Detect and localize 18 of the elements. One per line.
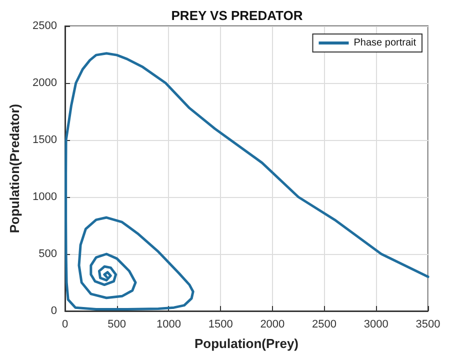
x-tick-label: 2000 [260, 318, 285, 330]
chart-title: PREY VS PREDATOR [171, 8, 304, 23]
y-axis-title: Population(Predator) [7, 104, 22, 234]
x-tick-label: 1500 [208, 318, 233, 330]
y-tick-label: 0 [50, 305, 57, 317]
x-tick-label: 3500 [416, 318, 440, 330]
x-tick-label: 1000 [156, 318, 181, 330]
x-tick-label: 500 [108, 318, 126, 330]
legend-label: Phase portrait [354, 38, 416, 48]
y-tick-label: 500 [38, 248, 57, 260]
y-tick-label: 2000 [32, 77, 57, 89]
y-tick-label: 1500 [32, 134, 57, 146]
y-tick-label: 2500 [32, 20, 57, 32]
x-axis-title: Population(Prey) [194, 336, 299, 351]
x-tick-label: 2500 [312, 318, 337, 330]
x-tick-label: 0 [62, 318, 68, 330]
x-tick-label: 3000 [364, 318, 388, 330]
y-tick-label: 1000 [32, 191, 57, 203]
